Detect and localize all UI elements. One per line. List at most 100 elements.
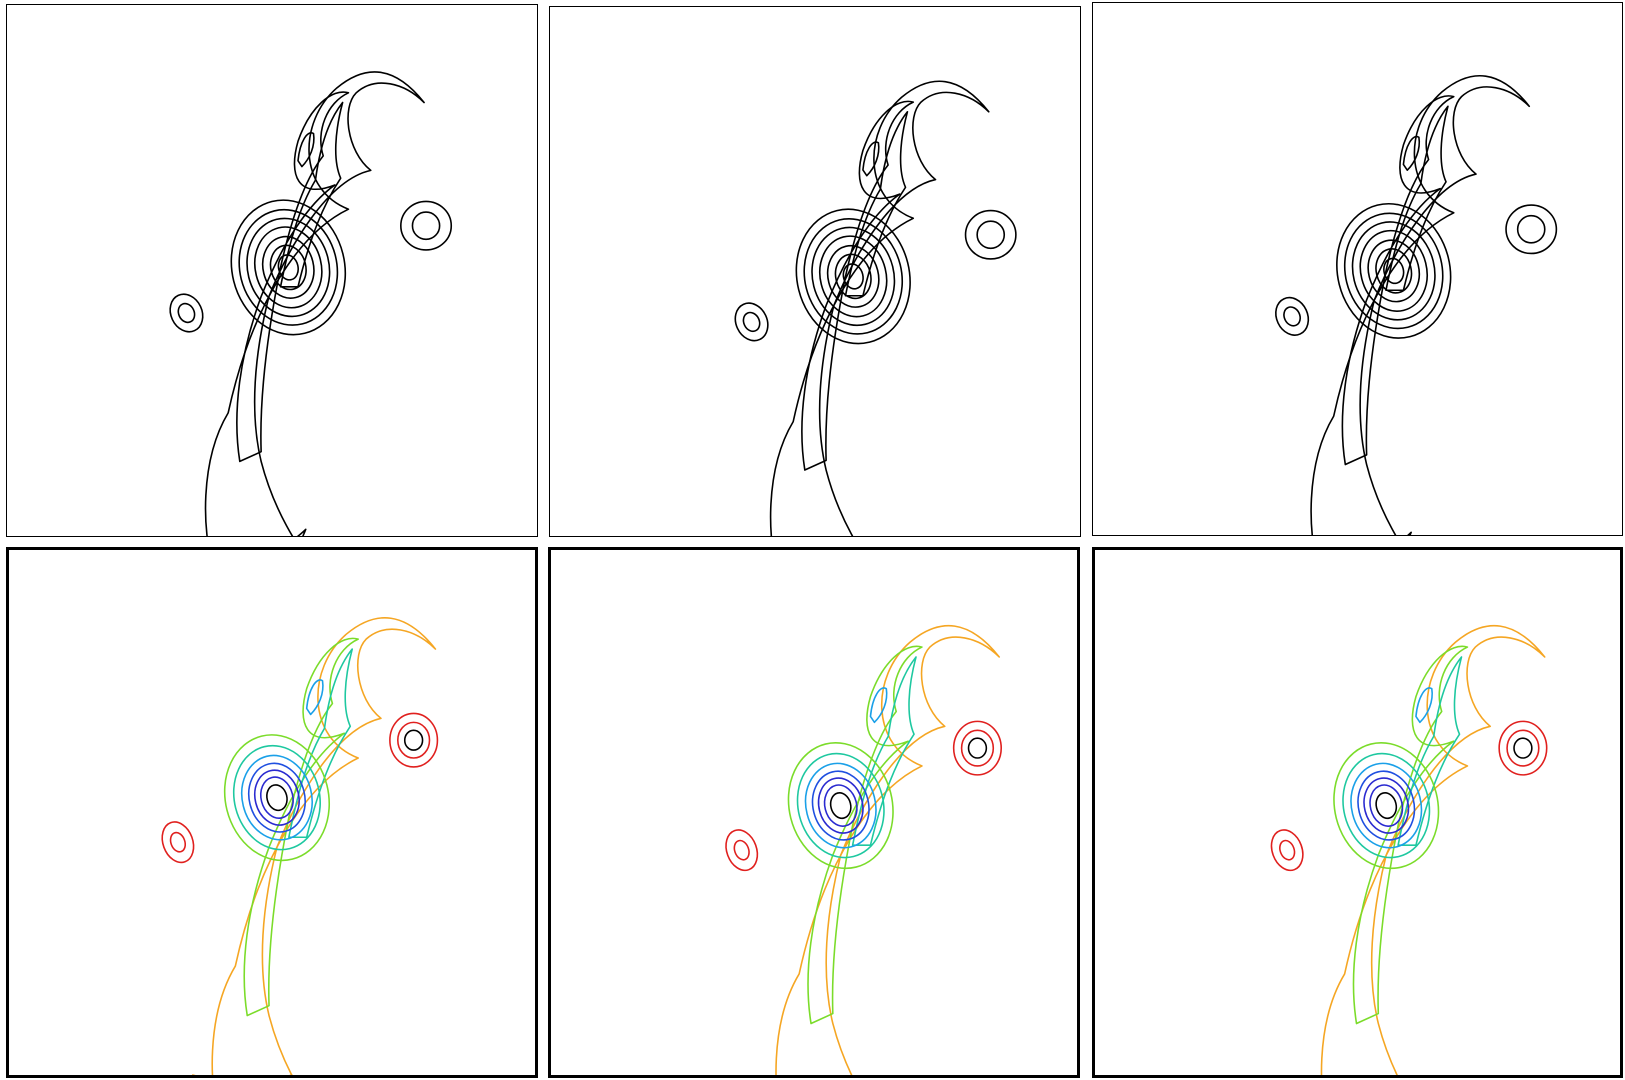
main-vortex-contour-6 [834,253,872,300]
main-vortex-contour-6 [823,784,858,827]
main-vortex-contour-5 [1367,239,1421,303]
spiral-tail-contour [1407,531,1412,535]
main-vortex-contour-5 [253,769,300,826]
left-satellite-outer-contour [725,829,759,872]
main-vortex-contour-7 [1383,257,1405,285]
spiral-arm-peak-contour [869,687,888,724]
spiral-arm-outer-contour [769,80,990,536]
spiral-arm-peak-contour [305,679,324,716]
main-vortex-contour-7 [842,263,864,290]
color-contour-panel-3 [1092,547,1623,1078]
contour-panel-3 [1092,2,1623,536]
spiral-arm-mid-contour [1341,95,1455,466]
main-vortex-contour-2 [1342,752,1431,859]
main-vortex-contour-2 [796,752,885,859]
right-satellite-inner-contour [976,220,1006,250]
right-satellite-core-contour [1513,737,1533,759]
right-satellite-outer-contour [389,712,439,768]
left-satellite-outer-contour [1270,829,1304,872]
main-vortex-contour-3 [804,762,877,849]
left-satellite-outer-contour [734,302,769,342]
main-vortex-contour-7 [1375,792,1398,820]
main-vortex-contour-6 [269,244,307,291]
left-satellite-inner-contour [1283,306,1301,327]
spiral-arm-outer-contour [204,71,425,536]
right-satellite-inner-contour [1516,214,1546,244]
left-satellite-outer-contour [169,293,204,333]
main-vortex-contour-2 [1343,212,1444,330]
main-vortex-contour-6 [259,776,294,819]
main-vortex-contour-2 [238,208,339,326]
spiral-arm-outer-contour [1310,75,1531,535]
main-vortex-contour-4 [1359,229,1428,312]
left-satellite-outer-contour [161,821,195,864]
main-vortex-contour-4 [247,762,306,833]
main-vortex-contour-7 [277,254,299,281]
main-vortex-contour-2 [803,218,904,335]
spiral-arm-inner-contour [1397,656,1463,846]
main-vortex-contour-1 [223,734,331,862]
color-contour-plot [1270,624,1548,1075]
right-satellite-mid-contour [960,729,995,767]
left-satellite-outer-contour [1275,296,1310,336]
main-vortex-contour-2 [232,744,321,851]
spiral-arm-mid-contour [1352,645,1469,1025]
main-vortex-contour-4 [1357,770,1416,841]
left-satellite-inner-contour [169,831,187,853]
color-contour-plot [725,624,1003,1075]
left-satellite-inner-contour [177,302,196,324]
main-vortex-contour-3 [1351,221,1436,321]
main-vortex-contour-5 [826,244,880,308]
contour-plot [1275,75,1558,535]
main-vortex-contour-3 [246,217,331,318]
main-vortex-contour-5 [1363,777,1410,834]
main-vortex-contour-3 [811,226,896,327]
right-satellite-mid-contour [397,721,431,759]
main-vortex-contour-4 [254,226,323,309]
spiral-arm-peak-contour [1402,135,1421,172]
spiral-arm-inner-contour [288,648,354,839]
spiral-arm-peak-contour [862,141,880,177]
contour-plot [734,80,1017,536]
right-satellite-outer-contour [952,720,1003,776]
color-contour-panel-1 [6,547,538,1078]
spiral-arm-inner-contour [851,656,917,846]
main-vortex-contour-6 [1375,248,1413,294]
right-satellite-inner-contour [411,211,441,241]
main-vortex-contour-1 [787,742,894,870]
right-satellite-outer-contour [1498,720,1548,776]
left-satellite-inner-contour [1279,839,1296,861]
spiral-arm-mid-contour [807,645,923,1025]
main-vortex-contour-1 [795,208,911,345]
spiral-arm-peak-contour [297,132,315,168]
main-vortex-contour-5 [261,235,315,299]
left-satellite-inner-contour [733,839,750,861]
contour-panel-2 [549,6,1081,537]
left-satellite-inner-contour [742,311,761,333]
right-satellite-outer-contour [964,209,1017,260]
main-vortex-contour-5 [817,777,864,834]
main-vortex-contour-1 [230,199,347,336]
main-vortex-contour-7 [266,784,288,812]
main-vortex-contour-1 [1336,202,1452,339]
main-vortex-contour-1 [1333,742,1440,870]
color-contour-plot [161,617,439,1075]
spiral-arm-mid-contour [236,91,350,463]
spiral-arm-mid-contour [243,637,359,1017]
right-satellite-outer-contour [1505,204,1558,255]
main-vortex-contour-7 [829,792,852,820]
contour-panel-1 [6,4,538,537]
right-satellite-core-contour [403,729,424,751]
spiral-arm-mid-contour [801,100,915,471]
contour-plot [169,71,453,536]
right-satellite-core-contour [967,737,988,759]
main-vortex-contour-4 [811,770,870,841]
right-satellite-mid-contour [1506,729,1540,767]
main-vortex-contour-3 [1350,762,1423,849]
right-satellite-outer-contour [400,200,453,251]
spiral-arm-peak-contour [1415,687,1433,724]
main-vortex-contour-4 [819,235,888,318]
main-vortex-contour-3 [240,754,313,841]
main-vortex-contour-6 [1369,784,1404,827]
color-contour-panel-2 [548,547,1080,1078]
